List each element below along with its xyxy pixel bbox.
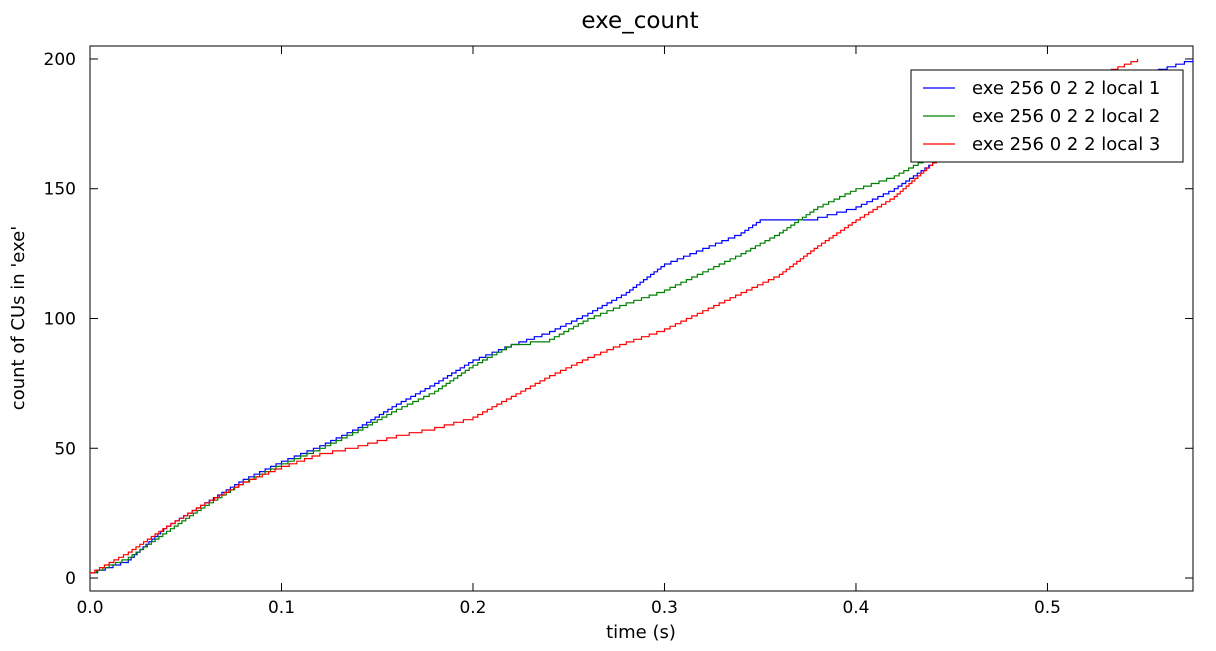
ticks — [89, 46, 1193, 591]
legend-label-3: exe 256 0 2 2 local 3 — [972, 134, 1160, 155]
legend: exe 256 0 2 2 local 1 exe 256 0 2 2 local… — [910, 69, 1184, 163]
x-tick-label: 0.4 — [842, 598, 869, 618]
x-tick-label: 0.3 — [651, 598, 678, 618]
y-tick-label: 0 — [65, 569, 76, 589]
y-tick-label: 50 — [54, 439, 76, 459]
x-axis-label: time (s) — [606, 622, 676, 643]
x-tick-label: 0.1 — [268, 598, 295, 618]
y-axis-label: count of CUs in 'exe' — [8, 226, 29, 410]
x-tick-label: 0.5 — [1034, 598, 1061, 618]
y-tick-labels: 0 50 100 150 200 — [44, 50, 76, 589]
legend-label-1: exe 256 0 2 2 local 1 — [972, 78, 1160, 99]
chart-title: exe_count — [581, 8, 698, 34]
x-tick-labels: 0.0 0.1 0.2 0.3 0.4 0.5 — [76, 598, 1061, 618]
x-tick-label: 0.2 — [459, 598, 486, 618]
x-tick-label: 0.0 — [76, 598, 103, 618]
y-tick-label: 100 — [44, 310, 76, 330]
legend-box — [910, 69, 1184, 163]
y-tick-label: 150 — [44, 180, 76, 200]
legend-label-2: exe 256 0 2 2 local 2 — [972, 106, 1160, 127]
y-tick-label: 200 — [44, 50, 76, 70]
